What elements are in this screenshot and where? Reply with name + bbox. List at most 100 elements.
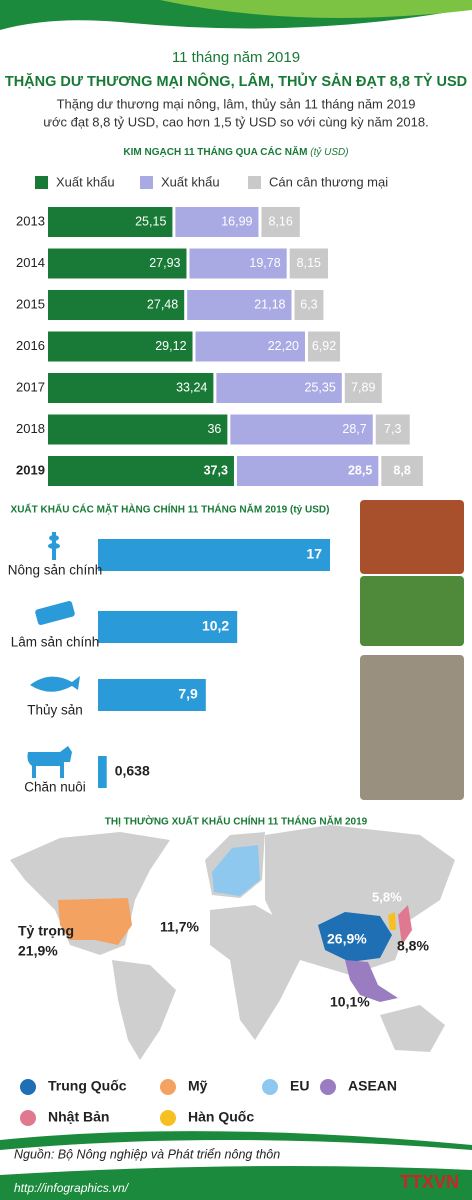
map-region [398,905,412,945]
legend-label: Nhật Bản [48,1109,109,1125]
map-region [345,960,398,1002]
value-label: 29,12 [155,339,186,353]
bar [98,756,107,788]
legend-label: EU [290,1078,309,1094]
value-label: 27,48 [147,297,178,311]
value-label: 8,8 [393,463,410,477]
value-label: 10,2 [202,618,229,634]
map-region [388,912,396,930]
title: THẶNG DƯ THƯƠNG MẠI NÔNG, LÂM, THỦY SẢN … [5,72,467,90]
value-label: 25,35 [305,380,336,394]
legend-dot [262,1079,278,1095]
value-label: 36 [207,422,221,436]
icon [27,532,80,778]
value-label: 8,16 [268,214,292,228]
photo [360,500,464,574]
share-caption: Tỷ trọng [18,923,74,939]
bar-segment [189,248,287,279]
legend-dot [160,1110,176,1126]
bar [98,611,238,643]
legend-label: Mỹ [188,1078,208,1094]
url: http://infographics.vn/ [14,1181,130,1195]
value-label: 16,99 [221,214,252,228]
top-swoosh-light [160,0,472,18]
value-label: 6,3 [300,297,317,311]
value-label: 6,92 [312,339,336,353]
y-tick-label: 2013 [16,213,45,228]
legend-dot [20,1110,36,1126]
logo: TTXVN [400,1172,459,1192]
category-label: Chăn nuôi [24,780,86,795]
value-label: 0,638 [115,763,150,779]
y-tick-label: 2017 [16,379,45,394]
y-tick-label: 2014 [16,255,45,270]
category-label: Nông sản chính [8,563,103,578]
value-label: 7,3 [384,422,401,436]
bar-segment [216,373,342,403]
value-label: 8,15 [297,256,321,270]
value-label: 37,3 [204,463,228,477]
legend-label: Hàn Quốc [188,1109,254,1125]
bar-segment [294,290,324,320]
y-tick-label: 2018 [16,421,45,436]
bar-segment [48,207,173,237]
value-label: 17 [306,546,322,562]
value-label: 22,20 [268,339,299,353]
legend-dot [160,1079,176,1095]
bar-segment [344,373,382,403]
bar-segment [236,456,379,486]
photo [360,576,464,646]
bar-segment [175,207,259,237]
value-label: 33,24 [176,380,207,394]
share-label: 11,7% [160,919,199,935]
bar-segment [381,456,423,486]
value-label: 7,9 [178,686,198,702]
legend-label: Trung Quốc [48,1078,127,1094]
legend-label: Cán cân thương mại [269,174,388,189]
chart-title: XUẤT KHẨU CÁC MẶT HÀNG CHÍNH 11 THÁNG NĂ… [11,503,330,516]
bar-segment [48,456,234,486]
kicker: 11 tháng năm 2019 [172,49,300,66]
bar-segment [187,290,292,320]
bar-segment [289,248,328,279]
legend-swatch [140,176,153,189]
source: Nguồn: Bộ Nông nghiệp và Phát triển nông… [14,1147,280,1161]
value-label: 28,5 [348,463,372,477]
value-label: 25,15 [135,214,166,228]
bar-segment [48,414,228,445]
value-label: 27,93 [149,256,180,270]
bar [98,679,206,711]
legend-swatch [35,176,48,189]
legend-dot [20,1079,36,1095]
bar-segment [48,331,193,362]
category-label: Thủy sản [27,703,83,718]
map-region [58,898,132,945]
value-label: 21,18 [254,297,285,311]
bottom-swoosh [0,1131,472,1150]
map-title: THỊ THƯỜNG XUẤT KHẨU CHÍNH 11 THÁNG NĂM … [105,815,368,828]
subtitle: Thặng dư thương mại nông, lâm, thủy sản … [57,96,416,111]
y-tick-label: 2016 [16,338,45,353]
map-region [212,845,260,896]
legend-label: Xuất khẩu [56,174,115,189]
share-label: 8,8% [397,938,429,954]
category-label: Lâm sản chính [11,635,100,650]
legend-label: ASEAN [348,1078,397,1094]
value-label: 7,89 [351,380,375,394]
bar-segment [195,331,305,362]
share-label: 10,1% [330,994,370,1010]
share-label: 26,9% [327,931,367,947]
bar-segment [375,414,410,445]
share-label: 5,8% [372,889,402,904]
legend-swatch [248,176,261,189]
footer-band [0,1166,472,1200]
bar-segment [230,414,373,445]
photo [360,655,464,800]
legend-label: Xuất khẩu [161,174,220,189]
value-label: 19,78 [249,256,280,270]
bar-segment [48,248,187,279]
bar [98,539,330,571]
subtitle: ước đạt 8,8 tỷ USD, cao hơn 1,5 tỷ USD s… [43,114,428,129]
bar-segment [307,331,341,362]
